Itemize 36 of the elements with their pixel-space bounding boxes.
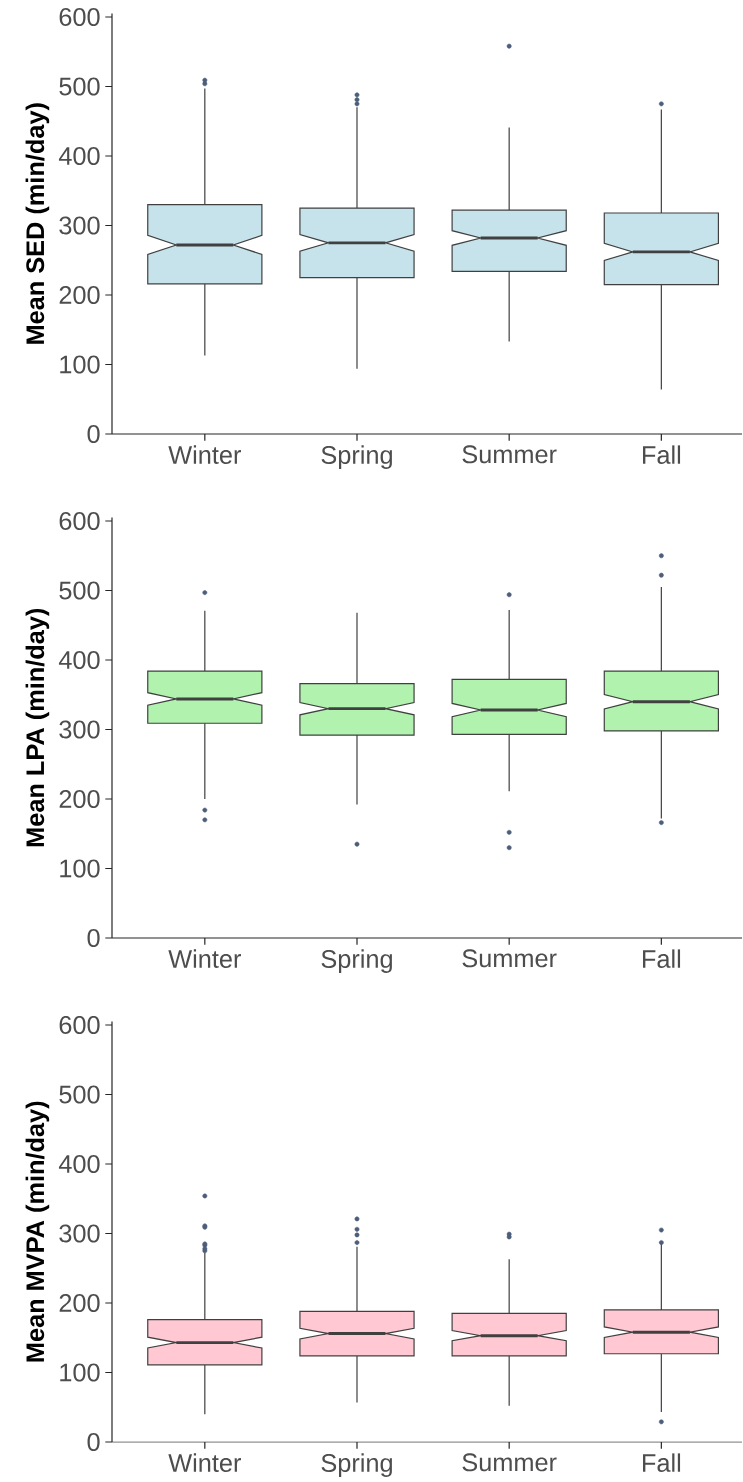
x-tick-label: Spring <box>321 445 393 469</box>
y-axis-title: Mean SED (min/day) <box>25 103 50 344</box>
y-tick-label: 0 <box>87 425 100 443</box>
y-tick-label: 500 <box>59 77 100 96</box>
y-tick-label: 300 <box>59 1224 100 1243</box>
y-axis-title: Mean LPA (min/day) <box>25 608 50 847</box>
x-tick-label: Summer <box>462 445 557 464</box>
y-tick-label: 400 <box>59 1155 100 1173</box>
x-tick-label: Fall <box>643 445 681 464</box>
y-tick-label: 200 <box>59 286 100 304</box>
x-tick-label: Summer <box>462 949 557 968</box>
x-tick-label: Summer <box>462 1453 557 1472</box>
x-tick-label: Fall <box>643 949 681 968</box>
y-tick-label: 600 <box>59 1016 100 1034</box>
x-tick-label: Spring <box>321 949 393 973</box>
y-tick-label: 0 <box>87 1433 100 1451</box>
y-tick-label: 100 <box>60 859 100 878</box>
x-tick-label: Spring <box>321 1453 393 1477</box>
y-tick-label: 500 <box>59 581 100 600</box>
y-tick-label: 600 <box>59 8 100 26</box>
x-tick-label: Winter <box>168 445 242 464</box>
x-tick-label: Fall <box>643 1453 681 1472</box>
x-tick-label: Winter <box>168 1453 242 1472</box>
y-tick-label: 600 <box>59 512 100 530</box>
x-tick-label: Winter <box>168 949 242 968</box>
y-tick-label: 300 <box>59 216 100 235</box>
y-tick-label: 200 <box>59 1294 100 1312</box>
y-tick-label: 200 <box>59 790 100 808</box>
y-axis-title: Mean MVPA (min/day) <box>25 1101 50 1362</box>
y-tick-label: 100 <box>60 1363 100 1382</box>
y-tick-label: 500 <box>59 1085 100 1104</box>
y-tick-label: 400 <box>59 651 100 669</box>
y-tick-label: 100 <box>60 355 100 374</box>
y-tick-label: 400 <box>59 147 100 165</box>
y-tick-label: 300 <box>59 720 100 739</box>
y-tick-label: 0 <box>87 929 100 947</box>
